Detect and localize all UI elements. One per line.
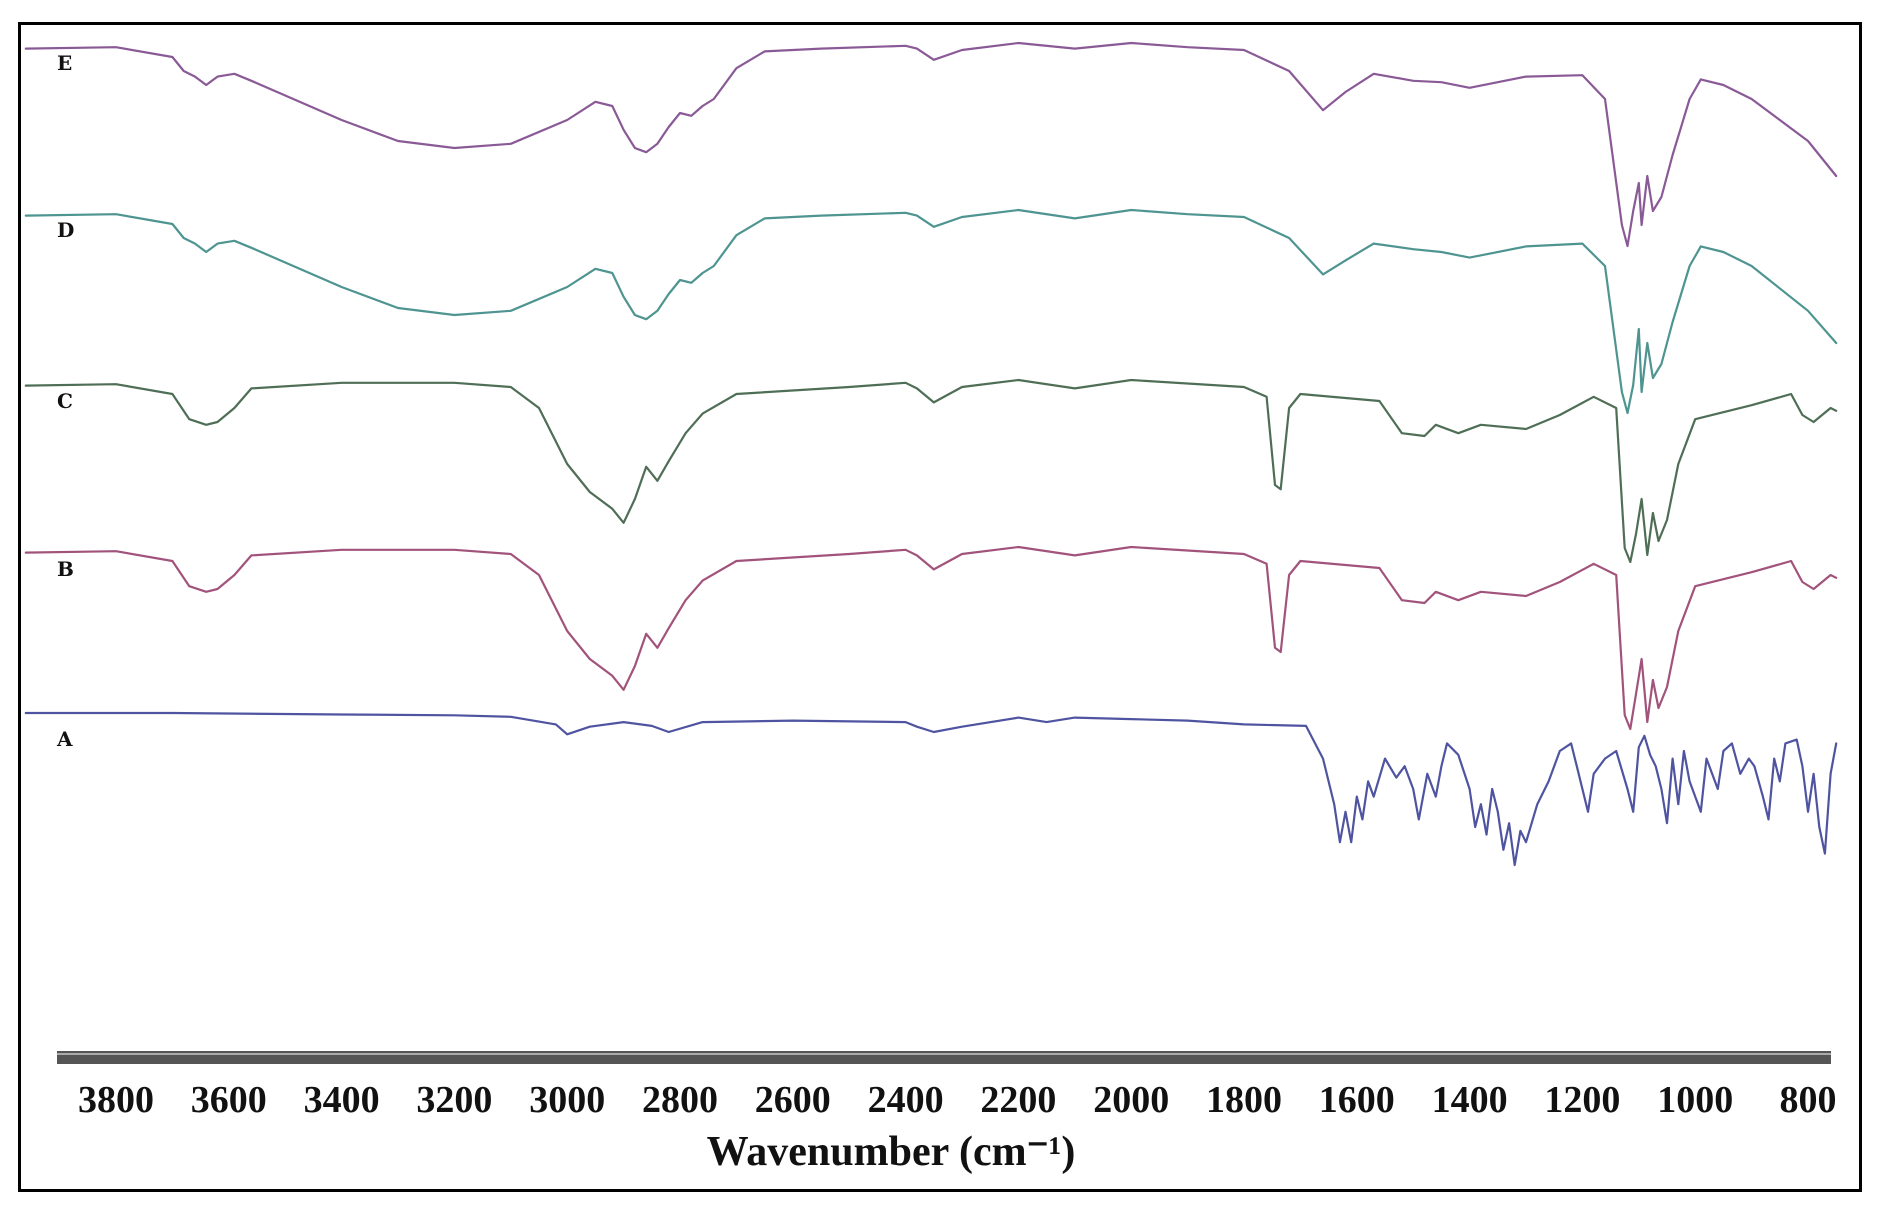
x-tick-1800: 1800 [1206, 1079, 1282, 1121]
x-tick-2200: 2200 [980, 1079, 1056, 1121]
x-axis-bar [57, 1051, 1831, 1064]
x-axis: 3800 3600 3400 3200 3000 2800 2600 2400 2200 2000… [57, 1051, 1837, 1121]
x-tick-1400: 1400 [1432, 1079, 1508, 1121]
x-tick-3600: 3600 [191, 1079, 267, 1121]
spectrum-a [24, 711, 1838, 867]
x-tick-3800: 3800 [78, 1079, 154, 1121]
x-tick-800: 800 [1780, 1079, 1837, 1121]
spectrum-d [24, 208, 1838, 415]
x-tick-2000: 2000 [1093, 1079, 1169, 1121]
series-label-c: C [57, 389, 73, 413]
x-tick-labels: 3800 3600 3400 3200 3000 2800 2600 2400 2200 2000… [78, 1079, 1837, 1121]
ftir-spectra-chart: E D C B A 3800 3600 3400 3200 3000 2800 2600 2400 22… [24, 41, 1838, 1175]
x-tick-2800: 2800 [642, 1079, 718, 1121]
spectrum-e [24, 41, 1838, 248]
spectra-traces [24, 41, 1838, 867]
x-tick-3200: 3200 [416, 1079, 492, 1121]
x-tick-1200: 1200 [1544, 1079, 1620, 1121]
x-tick-1600: 1600 [1319, 1079, 1395, 1121]
spectrum-b [24, 545, 1838, 731]
series-label-a: A [56, 727, 73, 751]
series-label-b: B [57, 557, 74, 581]
spectrum-c [24, 378, 1838, 564]
series-label-d: D [57, 218, 74, 242]
x-tick-3400: 3400 [304, 1079, 380, 1121]
figure-frame: E D C B A 3800 3600 3400 3200 3000 2800 2600 2400 22… [18, 22, 1862, 1192]
x-tick-3000: 3000 [529, 1079, 605, 1121]
x-tick-1000: 1000 [1657, 1079, 1733, 1121]
x-tick-2400: 2400 [868, 1079, 944, 1121]
series-labels: E D C B A [56, 51, 74, 751]
x-axis-title: Wavenumber (cm⁻¹) [707, 1129, 1076, 1175]
x-tick-2600: 2600 [755, 1079, 831, 1121]
series-label-e: E [57, 51, 72, 75]
